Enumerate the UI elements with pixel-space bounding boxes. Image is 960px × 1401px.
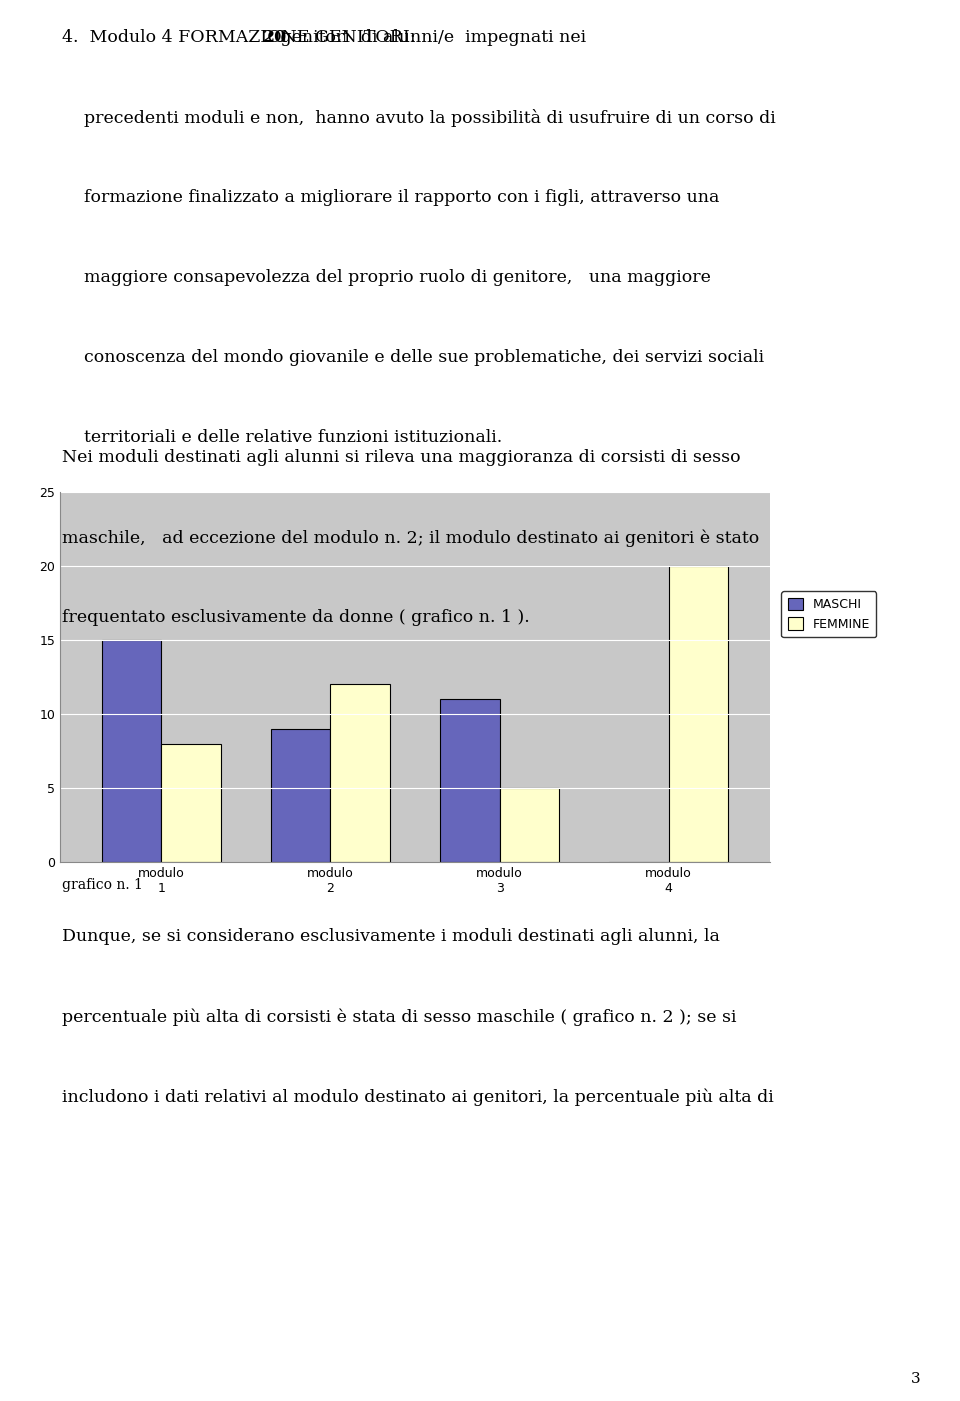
Text: genitori  di alunni/e  impegnati nei: genitori di alunni/e impegnati nei bbox=[275, 29, 586, 46]
Text: 20: 20 bbox=[263, 29, 287, 46]
Bar bbox=[103, 640, 161, 862]
Text: 3: 3 bbox=[910, 1372, 920, 1386]
Text: territoriali e delle relative funzioni istituzionali.: territoriali e delle relative funzioni i… bbox=[62, 430, 503, 447]
Bar bbox=[161, 744, 221, 862]
Text: grafico n. 1: grafico n. 1 bbox=[62, 878, 143, 892]
Text: formazione finalizzato a migliorare il rapporto con i figli, attraverso una: formazione finalizzato a migliorare il r… bbox=[62, 189, 720, 206]
Text: conoscenza del mondo giovanile e delle sue problematiche, dei servizi sociali: conoscenza del mondo giovanile e delle s… bbox=[62, 349, 764, 367]
Text: 4.  Modulo 4 FORMAZIONE GENITORI:: 4. Modulo 4 FORMAZIONE GENITORI: bbox=[62, 29, 421, 46]
Text: maggiore consapevolezza del proprio ruolo di genitore,   una maggiore: maggiore consapevolezza del proprio ruol… bbox=[62, 269, 711, 286]
Text: percentuale più alta di corsisti è stata di sesso maschile ( grafico n. 2 ); se : percentuale più alta di corsisti è stata… bbox=[62, 1007, 737, 1026]
Text: includono i dati relativi al modulo destinato ai genitori, la percentuale più al: includono i dati relativi al modulo dest… bbox=[62, 1089, 774, 1105]
Text: maschile,   ad eccezione del modulo n. 2; il modulo destinato ai genitori è stat: maschile, ad eccezione del modulo n. 2; … bbox=[62, 530, 759, 546]
Bar bbox=[668, 566, 728, 862]
Text: frequentato esclusivamente da donne ( grafico n. 1 ).: frequentato esclusivamente da donne ( gr… bbox=[62, 609, 530, 626]
Bar bbox=[272, 729, 330, 862]
Text: Dunque, se si considerano esclusivamente i moduli destinati agli alunni, la: Dunque, se si considerano esclusivamente… bbox=[62, 927, 720, 946]
Text: precedenti moduli e non,  hanno avuto la possibilità di usufruire di un corso di: precedenti moduli e non, hanno avuto la … bbox=[62, 109, 776, 127]
Bar bbox=[499, 787, 559, 862]
Bar bbox=[441, 699, 499, 862]
Bar bbox=[330, 685, 390, 862]
Legend: MASCHI, FEMMINE: MASCHI, FEMMINE bbox=[781, 591, 876, 637]
Text: Nei moduli destinati agli alunni si rileva una maggioranza di corsisti di sesso: Nei moduli destinati agli alunni si rile… bbox=[62, 450, 741, 467]
